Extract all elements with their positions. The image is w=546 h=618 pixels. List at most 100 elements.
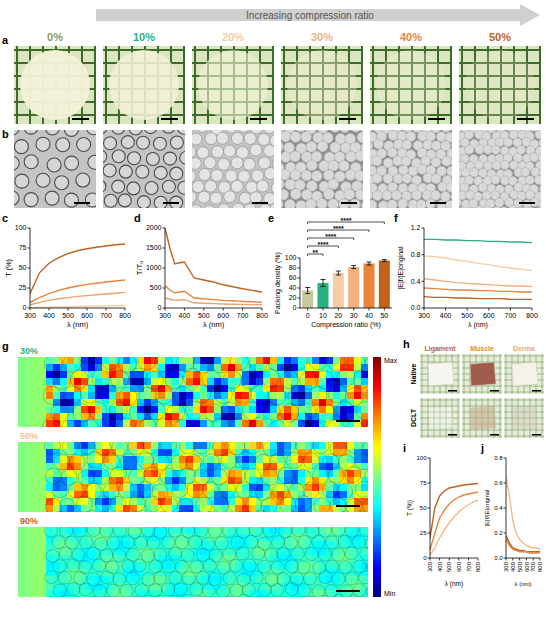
microsphere — [290, 151, 301, 162]
field-cell — [284, 371, 292, 379]
field-cell — [200, 505, 208, 512]
scale-bar — [430, 202, 446, 204]
field-cell — [347, 491, 355, 499]
field-cell — [298, 442, 306, 450]
series-line — [30, 280, 125, 302]
field-cell — [207, 371, 215, 379]
sphere-outline — [286, 453, 302, 469]
sphere-outline — [53, 371, 71, 389]
field-cell — [347, 392, 355, 400]
field-cell — [172, 406, 180, 414]
field-cell — [46, 527, 54, 535]
sphere-outline — [165, 371, 183, 389]
microsphere — [451, 157, 452, 167]
photo-bg — [14, 46, 96, 124]
field-cell — [256, 357, 264, 365]
ratio-label: 90% — [20, 516, 38, 526]
microsphere — [474, 206, 483, 208]
microsphere — [55, 176, 69, 190]
x-tick — [125, 308, 126, 311]
sphere-outline — [139, 418, 157, 427]
field-cell — [235, 470, 243, 478]
sphere-outline — [289, 419, 307, 427]
sphere-outline — [118, 482, 134, 498]
field-cell — [130, 442, 138, 450]
microsphere — [281, 189, 289, 200]
ratio-label: 50% — [489, 31, 511, 43]
field-cell — [277, 357, 285, 365]
field-cell — [95, 498, 103, 506]
microsphere — [244, 133, 256, 145]
photo — [370, 46, 452, 124]
field-cell — [102, 505, 110, 512]
field-cell — [228, 378, 236, 386]
sphere-outline — [213, 497, 229, 512]
field-cell — [158, 357, 166, 365]
field-cell — [158, 420, 166, 427]
field-cell — [67, 491, 75, 499]
sphere-outline — [193, 357, 211, 373]
field-cell — [39, 590, 47, 597]
field-cell — [291, 456, 299, 464]
field-cell — [123, 392, 131, 400]
field-cell — [32, 378, 40, 386]
microsphere — [373, 139, 383, 149]
y-tick-label: 80 — [289, 264, 297, 271]
field-cell — [32, 534, 40, 542]
microsphere — [136, 165, 149, 178]
sphere-outline — [307, 421, 325, 427]
sphere-outline — [177, 499, 193, 512]
sphere-outline — [118, 357, 136, 373]
field-cell — [270, 442, 278, 450]
y-tick — [28, 268, 31, 269]
microsphere — [525, 175, 534, 184]
microsphere — [14, 140, 28, 154]
microsphere — [372, 173, 382, 183]
field-cell — [165, 477, 173, 485]
sphere-outline — [180, 442, 196, 454]
field-cell — [326, 449, 334, 457]
y-axis-title: |E|f/|E|original — [397, 246, 405, 290]
grid-line — [16, 46, 18, 124]
sphere-outline — [194, 469, 210, 485]
microsphere — [218, 158, 230, 170]
field-cell — [18, 491, 26, 499]
field-cell — [116, 470, 124, 478]
field-cell — [333, 385, 341, 393]
microsphere — [534, 176, 541, 185]
field-cell — [186, 357, 194, 365]
sphere-outline — [84, 510, 100, 512]
field-cell — [200, 470, 208, 478]
field-cell — [25, 406, 33, 414]
microsphere — [355, 150, 363, 161]
field-cell — [18, 456, 26, 464]
y-tick-label: 1000 — [146, 264, 162, 271]
microsphere — [14, 191, 19, 205]
field-cell — [165, 392, 173, 400]
field-cell — [312, 491, 320, 499]
microsphere — [355, 189, 363, 200]
microsphere — [539, 138, 541, 147]
field-cell — [361, 406, 368, 414]
microsphere — [345, 169, 356, 180]
field-cell — [18, 357, 26, 365]
microsphere — [231, 132, 243, 144]
x-tick-label: 500 — [62, 312, 74, 319]
x-tick-label: 40 — [365, 312, 373, 319]
x-tick-label: 10 — [319, 312, 327, 319]
field-cell — [186, 406, 194, 414]
panel-d: 300400500600700800λ (nm)0500100015002000… — [135, 224, 268, 329]
field-cell — [305, 378, 313, 386]
sphere-outline — [203, 454, 219, 470]
field-cell — [46, 385, 54, 393]
field-cell — [53, 378, 61, 386]
microsphere — [163, 152, 176, 165]
microsphere — [119, 165, 132, 178]
scale-bar — [163, 202, 179, 204]
ratio-label: 30% — [20, 346, 38, 356]
photo-bg — [192, 46, 274, 124]
field-cell — [67, 477, 75, 485]
field-cell — [67, 442, 75, 450]
y-tick — [28, 288, 31, 289]
sphere-outline — [44, 357, 62, 373]
